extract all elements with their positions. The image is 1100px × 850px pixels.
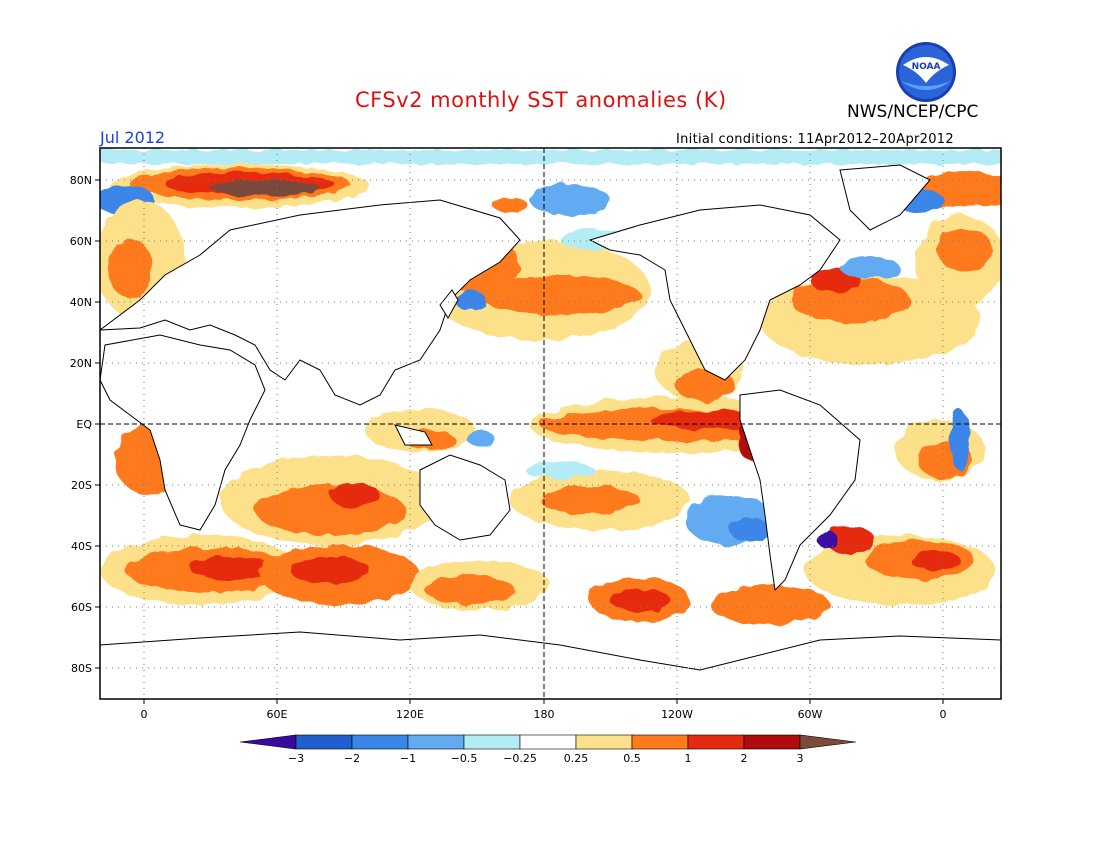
colorbar-box <box>351 734 409 750</box>
lon-label-0-east: 0 <box>940 708 947 721</box>
colorbar-tick-label: 1 <box>685 752 692 765</box>
colorbar-box <box>295 734 353 750</box>
lat-label-60n: 60N <box>70 235 92 248</box>
lon-label-120w: 120W <box>661 708 693 721</box>
lon-label-60e: 60E <box>267 708 288 721</box>
noaa-logo-text: NOAA <box>912 62 941 72</box>
forecast-month: Jul 2012 <box>100 128 166 147</box>
colorbar-labels: −3 −2 −1 −0.5 −0.25 0.25 0.5 1 2 3 <box>288 752 804 765</box>
colorbar-min-triangle <box>239 734 297 750</box>
equator-dateline <box>100 148 1001 699</box>
colorbar-tick-label: −0.25 <box>503 752 537 765</box>
ticks <box>95 179 944 704</box>
lon-label-120e: 120E <box>396 708 424 721</box>
lat-label-eq: EQ <box>76 418 92 431</box>
lat-label-80s: 80S <box>71 662 92 675</box>
colorbar-box <box>519 734 577 750</box>
colorbar-tick-label: 2 <box>741 752 748 765</box>
colorbar-tick-label: 0.5 <box>623 752 641 765</box>
lat-lon-grid <box>100 148 1001 699</box>
chart-title: CFSv2 monthly SST anomalies (K) <box>355 88 727 112</box>
colorbar-box <box>407 734 465 750</box>
colorbar-tick-label: −0.5 <box>451 752 478 765</box>
lat-label-40s: 40S <box>71 540 92 553</box>
lat-label-20n: 20N <box>70 357 92 370</box>
lat-label-80n: 80N <box>70 174 92 187</box>
colorbar-box <box>463 734 521 750</box>
lat-label-60s: 60S <box>71 601 92 614</box>
lat-label-40n: 40N <box>70 296 92 309</box>
colorbar-max-triangle <box>799 734 857 750</box>
colorbar-tick-label: −2 <box>344 752 360 765</box>
colorbar-tick-label: 0.25 <box>564 752 589 765</box>
lon-label-60w: 60W <box>798 708 823 721</box>
anomaly-field <box>100 150 1001 625</box>
colorbar-tick-label: −1 <box>400 752 416 765</box>
colorbar-tick-label: −3 <box>288 752 304 765</box>
lon-label-0-west: 0 <box>141 708 148 721</box>
colorbar-tick-label: 3 <box>797 752 804 765</box>
lon-label-180: 180 <box>534 708 555 721</box>
agency-label: NWS/NCEP/CPC <box>847 102 979 122</box>
colorbar-box <box>575 734 633 750</box>
colorbar-boxes <box>239 734 857 750</box>
colorbar-box <box>743 734 801 750</box>
initial-conditions: Initial conditions: 11Apr2012–20Apr2012 <box>676 132 954 147</box>
lat-label-20s: 20S <box>71 479 92 492</box>
colorbar-box <box>631 734 689 750</box>
colorbar-box <box>687 734 745 750</box>
noaa-logo: NOAA <box>896 42 956 102</box>
